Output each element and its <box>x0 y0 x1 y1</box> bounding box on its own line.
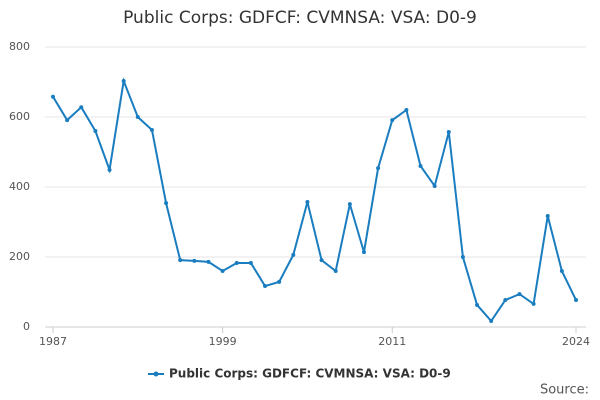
point <box>79 105 84 110</box>
point <box>361 250 366 255</box>
source: Source: <box>540 383 589 398</box>
point <box>418 164 423 168</box>
y-tick-label: 200 <box>9 250 30 263</box>
point <box>460 255 465 259</box>
point <box>164 201 169 206</box>
point <box>432 183 437 188</box>
y-tick-label: 400 <box>9 180 30 193</box>
chart-title: Public Corps: GDFCF: CVMNSA: VSA: D0-9 <box>123 8 477 28</box>
point <box>446 130 451 135</box>
legend-marker <box>153 371 159 377</box>
point <box>503 298 508 303</box>
point <box>545 214 550 219</box>
point <box>305 200 310 205</box>
point <box>404 108 409 112</box>
point <box>135 115 140 119</box>
point <box>347 202 352 207</box>
point <box>574 298 578 303</box>
y-tick-label: 600 <box>9 110 30 123</box>
x-tick-label: 2024 <box>562 335 590 348</box>
point <box>333 269 338 273</box>
legend-label: Public Corps: GDFCF: CVMNSA: VSA: D0-9 <box>169 367 451 381</box>
point <box>121 78 126 83</box>
point <box>376 166 381 171</box>
point <box>248 260 253 265</box>
point <box>277 279 282 284</box>
point <box>559 269 564 273</box>
line <box>52 77 577 323</box>
x-tick-label: 1999 <box>209 335 237 348</box>
point <box>149 127 154 132</box>
point <box>107 167 112 172</box>
point <box>93 129 98 133</box>
point <box>65 118 70 123</box>
point <box>475 302 480 307</box>
point <box>234 260 239 265</box>
point <box>531 301 536 306</box>
point <box>51 94 55 99</box>
point <box>206 259 211 264</box>
point <box>291 252 296 257</box>
x-tick-label: 2011 <box>378 335 406 348</box>
point <box>192 258 197 263</box>
x-tick-label: 1987 <box>39 335 67 348</box>
point <box>263 284 268 289</box>
point <box>319 258 324 263</box>
point <box>517 292 522 297</box>
point <box>220 269 225 273</box>
point <box>390 118 395 123</box>
point <box>178 258 183 263</box>
y-tick-label: 800 <box>9 40 30 53</box>
point <box>489 319 494 324</box>
y-tick-label: 0 <box>23 320 30 333</box>
